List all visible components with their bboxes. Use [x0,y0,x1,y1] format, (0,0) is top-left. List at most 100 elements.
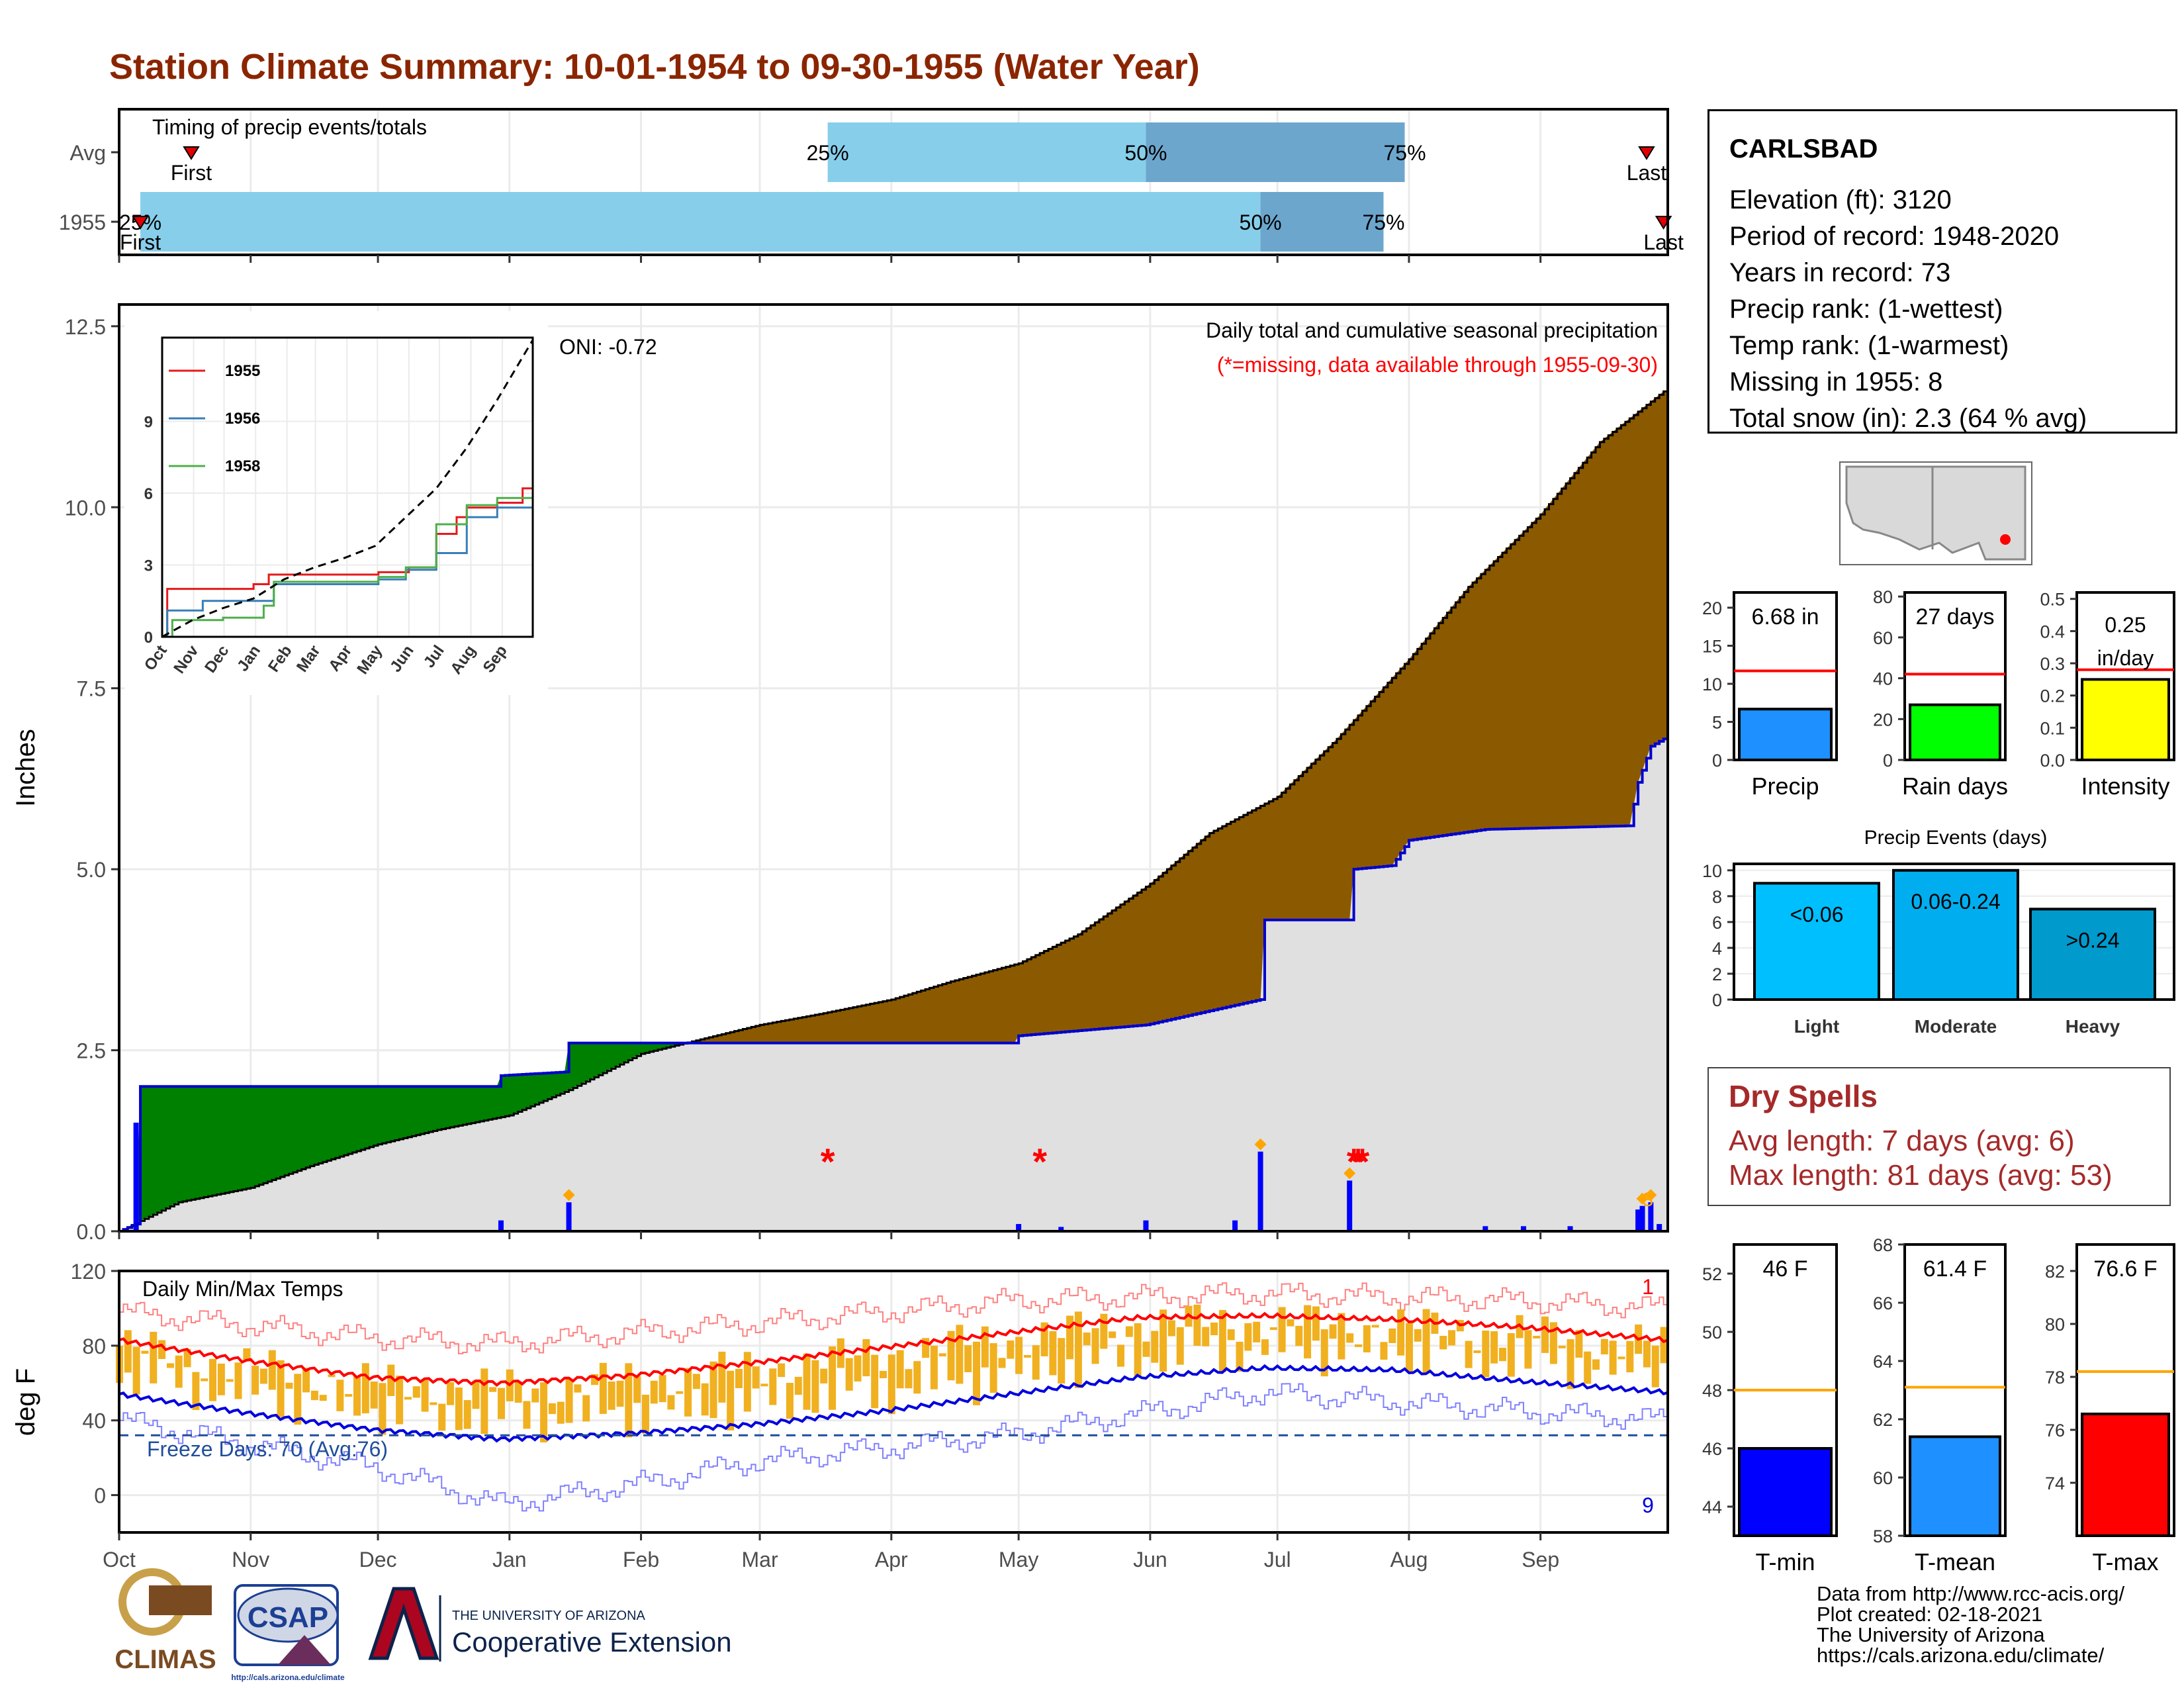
mini-value-label: 27 days [1915,604,1994,630]
daily-temp-bar [752,1366,760,1389]
daily-temp-bar [608,1381,615,1410]
mini-y-tick-label: 74 [2045,1474,2065,1493]
x-axis-month-label: Jul [1264,1548,1291,1571]
daily-temp-bar [1363,1325,1371,1353]
normal-min-line [118,1364,1668,1443]
last-label: Last [1643,230,1684,254]
temp-bottom-count: 9 [1642,1493,1654,1517]
daily-precip-bar [133,1122,139,1231]
daily-temp-bar [1167,1320,1175,1336]
daily-temp-bar [1355,1344,1362,1347]
daily-temp-bar [548,1403,556,1415]
mini-y-tick-label: 64 [1873,1352,1893,1372]
credits: Data from http://www.rcc-acis.org/ Plot … [1817,1583,2124,1665]
daily-temp-bar [582,1395,590,1422]
daily-temp-bar [641,1394,649,1434]
temp-y-tick-label: 120 [71,1260,106,1284]
inset-legend-label: 1958 [225,457,260,475]
daily-precip-bar [1657,1224,1662,1231]
daily-temp-bar [709,1361,717,1419]
timing-75-label: 75% [1362,211,1404,234]
daily-temp-bar [1617,1356,1625,1360]
daily-temp-bar [480,1368,488,1434]
csap-logo-url: http://cals.arizona.edu/climate [231,1673,345,1682]
daily-temp-bar [778,1363,786,1378]
daily-temp-bar [447,1382,455,1405]
daily-temp-bar [1507,1333,1515,1377]
daily-temp-bar [625,1363,633,1438]
daily-precip-bar [1567,1226,1573,1231]
csap-logo-mountain [278,1635,331,1665]
daily-temp-bar [217,1363,225,1395]
mini-value-label: 0.25 [2105,613,2146,637]
precip-y-tick-label: 5.0 [77,858,106,882]
inset-y-tick-label: 3 [144,557,153,575]
mini-bar [1738,1447,1833,1537]
daily-temp-bar [964,1345,972,1372]
missing-marker: * [1351,1141,1365,1182]
year-cumulative-line [119,737,1668,1233]
inset-y-tick-label: 6 [144,485,153,503]
daily-temp-bar [1448,1330,1456,1346]
daily-temp-bar [599,1362,607,1414]
daily-temp-bar [319,1395,327,1401]
mini-y-tick-label: 0.0 [2040,751,2065,771]
daily-temp-bar [811,1360,819,1413]
daily-temp-bar [794,1376,802,1395]
daily-precip-bar [566,1202,572,1231]
precip-y-axis-label: Inches [11,729,40,807]
oni-label: ONI: -0.72 [559,335,657,359]
daily-temp-bar [947,1331,955,1381]
daily-temp-bar [667,1395,675,1410]
mini-y-tick-label: 0.5 [2040,590,2065,610]
daily-temp-bar [1287,1319,1295,1327]
first-event-marker [132,216,149,230]
temp-border [118,1270,1669,1534]
daily-temp-bar [676,1391,684,1394]
daily-temp-bar [1549,1322,1557,1364]
daily-temp-bar [412,1386,420,1398]
daily-temp-bar [514,1381,522,1403]
daily-temp-bar [1278,1307,1286,1352]
daily-temp-bar [1244,1323,1252,1351]
credit-university: The University of Arizona [1817,1623,2045,1646]
daily-temp-bar [1032,1345,1040,1380]
daily-temp-bar [1151,1331,1159,1363]
daily-temp-bar [1320,1329,1328,1377]
temp-chart-title: Daily Min/Max Temps [142,1277,343,1301]
precip-count-label: 3 [1643,1189,1654,1211]
daily-temp-bar [158,1340,166,1359]
precip-chart-subtitle: (*=missing, data available through 1955-… [1217,353,1658,377]
map-region [1845,465,2026,561]
daily-temp-bar [829,1346,837,1410]
inset-legend-label: 1955 [225,362,260,380]
climas-logo-shape [149,1585,212,1615]
daily-temp-bar [336,1380,344,1411]
daily-precip-bar [1482,1226,1488,1231]
mini-bar [1909,703,2001,761]
daily-temp-bar [1600,1338,1608,1355]
daily-temp-bar [633,1376,641,1403]
daily-temp-bar [1422,1309,1430,1373]
daily-temp-bar [1066,1315,1074,1360]
daily-temp-bar [1380,1342,1388,1360]
timing-row-label: Avg [69,141,106,165]
timing-bar-q2-q3 [1260,192,1384,252]
daily-temp-bar [565,1379,573,1423]
daily-temp-bar [1626,1340,1634,1373]
station-period: Period of record: 1948-2020 [1729,222,2060,251]
csap-logo-text: CSAP [248,1601,328,1634]
mini-x-label: T-mean [1915,1548,1995,1575]
daily-temp-bar [463,1400,471,1429]
daily-temp-bar [243,1348,251,1362]
daily-temp-bar [760,1383,768,1387]
events-category-label: Moderate [1915,1016,1997,1037]
timing-25-label: 25% [807,141,849,165]
daily-temp-bar [1473,1350,1481,1353]
timing-bar-q2-q3 [1146,122,1405,182]
daily-temp-bar [209,1358,217,1401]
daily-precip-bar [1058,1227,1064,1231]
daily-temp-bar [1218,1309,1226,1372]
daily-temp-bar [268,1350,276,1390]
